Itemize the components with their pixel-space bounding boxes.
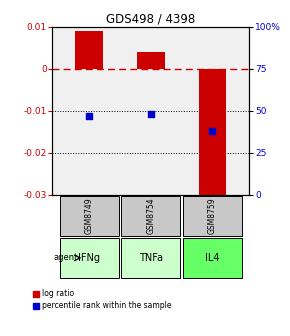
Point (148, 112, 153, 117)
Text: TNFa: TNFa (139, 253, 163, 263)
Text: IFNg: IFNg (78, 253, 100, 263)
Text: GSM8759: GSM8759 (208, 198, 217, 234)
Bar (121, 238, 180, 278)
Legend: log ratio, percentile rank within the sample: log ratio, percentile rank within the sa… (33, 289, 171, 310)
Text: GSM8749: GSM8749 (85, 198, 94, 234)
Bar (60, 238, 119, 278)
Bar (137, 52, 165, 69)
Bar (75, 31, 103, 69)
Bar (60, 196, 119, 236)
Point (210, 128, 215, 134)
Bar (183, 238, 242, 278)
Text: IL4: IL4 (205, 253, 220, 263)
Bar (183, 196, 242, 236)
Title: GDS498 / 4398: GDS498 / 4398 (106, 13, 195, 26)
Point (87, 113, 92, 119)
Text: agent: agent (53, 253, 78, 262)
Bar (199, 69, 226, 199)
Text: GSM8754: GSM8754 (146, 198, 155, 234)
Bar (121, 196, 180, 236)
